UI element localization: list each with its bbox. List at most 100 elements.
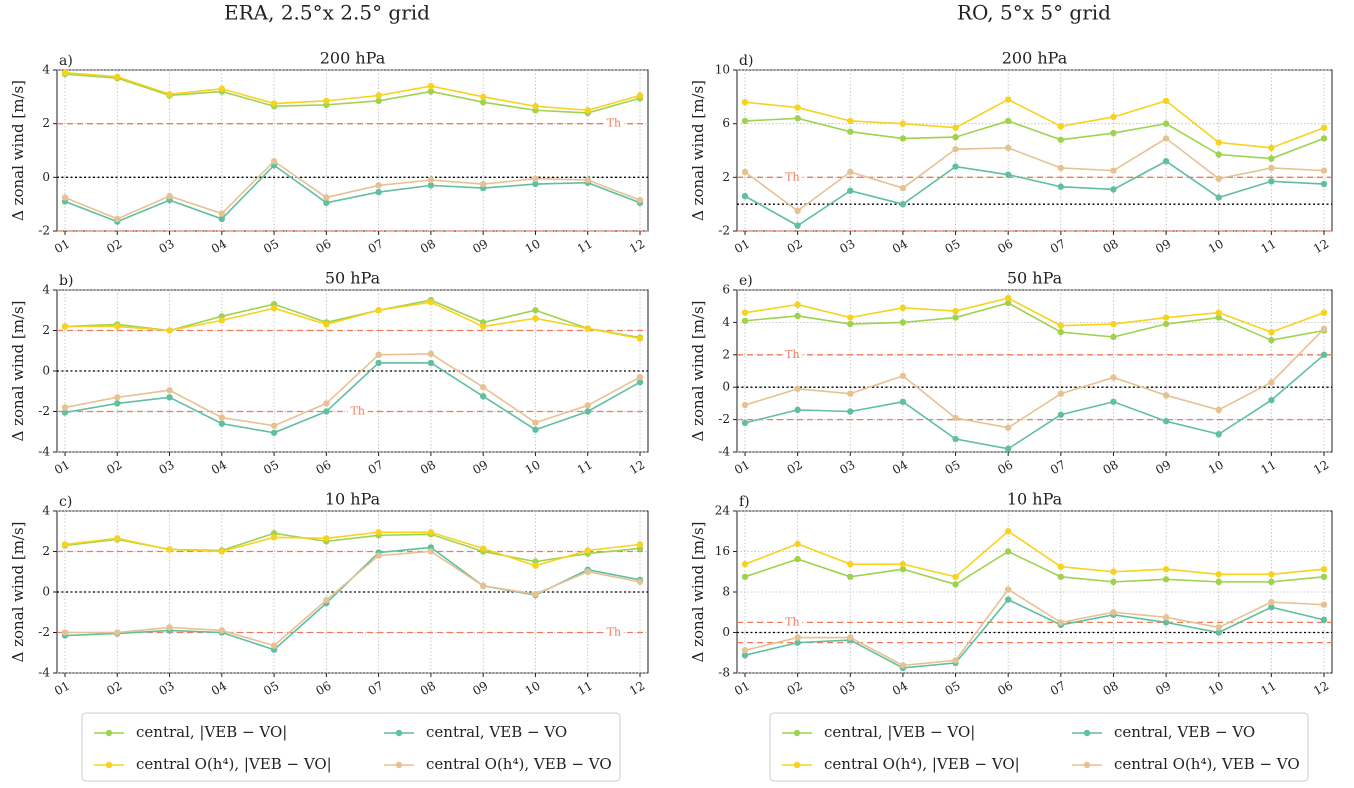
series-point xyxy=(636,373,644,381)
x-tick-label: 08 xyxy=(418,237,438,257)
series-point xyxy=(375,351,382,358)
series-point xyxy=(166,624,173,631)
series-point xyxy=(1004,171,1012,178)
series-point xyxy=(1162,392,1170,399)
x-tick-label: 06 xyxy=(995,458,1015,478)
series-line xyxy=(744,98,1325,149)
x-tick-label: 08 xyxy=(1100,237,1120,257)
series-point xyxy=(899,120,907,127)
series-point xyxy=(1110,398,1117,405)
x-tick-label: 07 xyxy=(1048,458,1068,478)
series-point xyxy=(1320,566,1328,573)
x-tick-label: 02 xyxy=(104,237,124,257)
series-point xyxy=(584,107,591,114)
series-point xyxy=(1057,328,1065,336)
x-tick-label: 09 xyxy=(1153,679,1173,699)
series-line xyxy=(744,160,1325,227)
series-point xyxy=(794,312,801,320)
series-point xyxy=(847,634,854,641)
series-point xyxy=(584,325,591,332)
series-point xyxy=(794,207,801,215)
series-point xyxy=(1110,374,1117,381)
series-point xyxy=(1268,144,1275,152)
series-point xyxy=(847,168,854,176)
y-axis-label: Δ zonal wind [m/s] xyxy=(9,80,27,221)
legend-marker xyxy=(793,761,801,769)
series-point xyxy=(1162,97,1170,105)
x-tick-label: 04 xyxy=(209,236,230,256)
series-point xyxy=(1004,299,1012,307)
series-point xyxy=(532,562,539,569)
threshold-label: Th xyxy=(351,405,365,418)
x-tick-label: 02 xyxy=(104,679,124,699)
series-point xyxy=(741,317,749,324)
panel-title: 200 hPa xyxy=(320,49,386,68)
series-point xyxy=(1320,351,1328,358)
series-point xyxy=(1215,430,1222,438)
series-point xyxy=(1215,624,1222,631)
x-tick-label: 06 xyxy=(313,458,333,478)
series-point xyxy=(479,545,487,552)
series-point xyxy=(847,187,854,194)
x-tick-label: 04 xyxy=(209,678,230,698)
series-point xyxy=(1110,609,1117,616)
x-tick-label: 06 xyxy=(995,237,1015,257)
series-point xyxy=(636,578,644,586)
series-point xyxy=(61,629,69,636)
legend-box xyxy=(81,712,621,782)
y-axis-label: Δ zonal wind [m/s] xyxy=(689,80,707,221)
x-tick-label: 04 xyxy=(209,457,230,477)
x-tick-label: 01 xyxy=(732,679,752,699)
plot-frame xyxy=(736,289,1333,453)
series-point xyxy=(1110,129,1117,137)
series-point xyxy=(1057,322,1065,329)
series-point xyxy=(1320,601,1328,608)
series-line xyxy=(64,73,641,114)
series-point xyxy=(899,319,907,326)
threshold-label-bg xyxy=(603,625,624,640)
series-point xyxy=(323,321,330,328)
panel-title: 10 hPa xyxy=(1007,490,1063,509)
series-point xyxy=(899,566,907,573)
panel-letter: f) xyxy=(739,494,750,510)
x-tick-label: 01 xyxy=(52,458,72,478)
series-point xyxy=(847,117,854,125)
series-point xyxy=(1215,578,1222,586)
series-point xyxy=(61,404,69,411)
y-tick-label: 2 xyxy=(42,116,50,130)
series-point xyxy=(114,215,121,223)
series-point xyxy=(1162,120,1170,127)
series-point xyxy=(114,73,121,80)
x-tick-label: 03 xyxy=(837,237,857,257)
x-tick-label: 07 xyxy=(366,458,386,478)
series-point xyxy=(952,435,959,443)
series-point xyxy=(1215,139,1222,146)
series-point xyxy=(952,133,959,141)
series-point xyxy=(952,163,959,170)
series-point xyxy=(1004,445,1012,452)
legend-label: central, |VEB − VO| xyxy=(136,723,287,741)
x-tick-label: 11 xyxy=(575,679,595,699)
series-point xyxy=(847,408,854,415)
series-line xyxy=(64,362,641,434)
series-point xyxy=(1268,571,1275,578)
y-tick-label: 0 xyxy=(722,380,730,394)
series-point xyxy=(1057,411,1065,418)
y-tick-label: 4 xyxy=(42,283,50,297)
series-point xyxy=(218,317,226,324)
series-point xyxy=(1268,328,1275,336)
series-point xyxy=(1268,164,1275,172)
series-point xyxy=(375,359,382,367)
series-point xyxy=(1004,96,1012,103)
series-point xyxy=(1320,573,1328,581)
panel-letter: b) xyxy=(59,273,73,289)
series-point xyxy=(741,168,749,176)
series-line xyxy=(744,302,1325,342)
panel-title: 10 hPa xyxy=(325,490,381,509)
series-point xyxy=(270,100,278,107)
legend-label: central, VEB − VO xyxy=(426,723,567,741)
series-point xyxy=(899,135,907,142)
series-point xyxy=(427,350,435,357)
series-point xyxy=(1162,135,1170,142)
series-point xyxy=(794,115,801,122)
